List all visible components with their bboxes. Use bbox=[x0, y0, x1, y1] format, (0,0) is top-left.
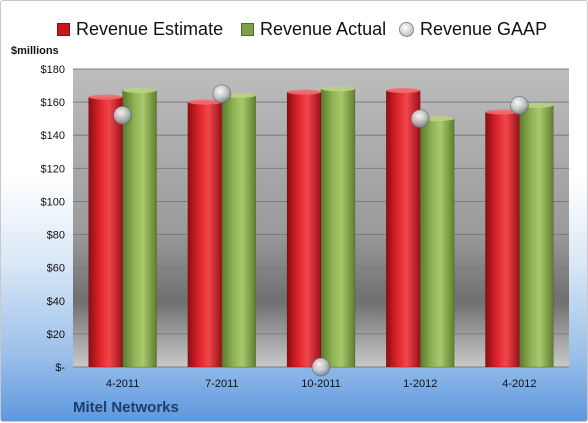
point-revenue-gaap bbox=[510, 96, 529, 115]
bar-revenue-actual-cap bbox=[122, 88, 157, 94]
y-tick-label: $20 bbox=[47, 329, 65, 341]
bar-revenue-estimate-cap bbox=[88, 94, 123, 100]
bar-revenue-estimate-cap bbox=[187, 99, 222, 105]
y-tick-label: $60 bbox=[47, 263, 65, 275]
bar-revenue-estimate bbox=[88, 96, 123, 368]
company-name: Mitel Networks bbox=[73, 399, 179, 416]
y-tick-label: $120 bbox=[41, 163, 65, 175]
bar-revenue-estimate-cap bbox=[287, 89, 321, 95]
legend-swatch-gaap bbox=[399, 21, 414, 37]
y-tick-label: $180 bbox=[41, 64, 65, 76]
legend-item-gaap: Revenue GAAP bbox=[399, 15, 547, 43]
x-tick-label: 10-2011 bbox=[301, 378, 341, 390]
x-tick-label: 7-2011 bbox=[205, 378, 238, 390]
bar-revenue-actual bbox=[419, 118, 455, 368]
bar-revenue-estimate bbox=[385, 90, 421, 368]
x-tick-label: 4-2012 bbox=[502, 378, 536, 390]
legend-item-estimate: Revenue Estimate bbox=[57, 15, 223, 43]
legend-label-actual: Revenue Actual bbox=[260, 18, 387, 39]
point-revenue-gaap bbox=[410, 109, 430, 129]
bar-revenue-estimate bbox=[485, 111, 520, 368]
bar-revenue-estimate-cap bbox=[485, 109, 520, 115]
legend-label-estimate: Revenue Estimate bbox=[76, 18, 224, 39]
legend: Revenue Estimate Revenue Actual Revenue … bbox=[1, 15, 588, 43]
bar-revenue-actual-cap bbox=[321, 86, 355, 92]
bar-revenue-estimate bbox=[286, 91, 322, 368]
legend-swatch-estimate bbox=[57, 22, 70, 36]
y-axis-unit-label: $millions bbox=[11, 45, 59, 57]
legend-item-actual: Revenue Actual bbox=[241, 15, 386, 43]
y-tick-label: $40 bbox=[47, 296, 65, 308]
point-revenue-gaap bbox=[113, 105, 132, 125]
point-revenue-gaap bbox=[212, 84, 232, 104]
bar-revenue-actual bbox=[519, 105, 554, 368]
bar-revenue-actual bbox=[320, 88, 356, 368]
point-revenue-gaap bbox=[311, 357, 331, 377]
y-tick-label: $140 bbox=[41, 130, 65, 142]
y-tick-label: $80 bbox=[47, 230, 65, 242]
y-tick-label: $160 bbox=[41, 97, 65, 109]
legend-swatch-actual bbox=[241, 22, 254, 36]
legend-label-gaap: Revenue GAAP bbox=[420, 18, 548, 39]
bar-revenue-estimate bbox=[187, 101, 223, 368]
bar-revenue-actual bbox=[221, 95, 257, 368]
bar-revenue-estimate-cap bbox=[386, 88, 421, 94]
y-tick-label: $- bbox=[55, 362, 65, 374]
x-tick-label: 4-2011 bbox=[106, 378, 139, 390]
x-tick-label: 1-2012 bbox=[403, 378, 437, 390]
y-tick-label: $100 bbox=[41, 196, 65, 208]
bar-revenue-actual bbox=[122, 90, 157, 368]
